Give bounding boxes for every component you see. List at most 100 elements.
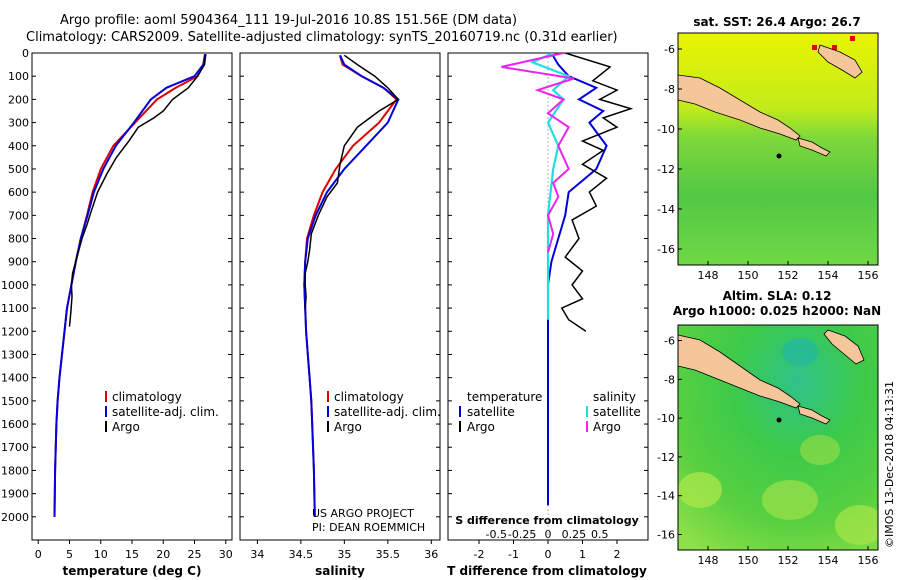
sla-high-patch [835,505,878,545]
t-argo-diff-line [560,53,634,332]
s-difference-label: S difference from climatology [455,514,639,527]
legend-title-temperature: temperature [467,390,542,404]
legend-label-argo: Argo [334,420,362,434]
difference-legend: temperature satellite Argo salinity sate… [459,390,641,434]
map-y-tick-label: -8 [664,83,675,96]
argo-float-marker [776,153,782,159]
sla-map-subtitle: Argo h1000: 0.025 h2000: NaN [673,304,881,318]
map-x-tick-label: 154 [818,554,839,567]
map-y-tick-label: -14 [657,203,675,216]
sst-hot-pixel [832,45,837,50]
x-tick-label: 34 [250,548,264,561]
legend-label-satellite: satellite-adj. clim. [334,405,441,419]
salinity-argo-line [304,54,400,309]
map-x-tick-label: 148 [698,269,719,282]
islands-chain [797,137,831,157]
map-y-tick-label: -8 [664,373,675,386]
map-x-tick-label: 152 [778,269,799,282]
depth-tick-label: 500 [8,163,29,176]
sst-hot-pixel [850,36,855,41]
legend-label-satellite: satellite-adj. clim. [112,405,219,419]
depth-tick-label: 600 [8,186,29,199]
s-tick-label: -0.5 [486,528,507,541]
sla-low-patch [782,338,818,366]
map-x-tick-label: 150 [738,269,759,282]
sla-map-ticks: 148 150 152 154 156 -6 -8 -10 -12 -14 -16 [657,335,878,567]
difference-x-ticks: -2 -1 0 1 2 [474,540,620,561]
legend-swatch-t-argo [459,421,461,432]
temperature-plot-frame [31,52,233,541]
sst-map-frame [677,32,879,266]
sla-map [678,325,878,550]
legend-swatch-argo [327,421,329,432]
temperature-legend: climatology satellite-adj. clim. Argo [105,390,219,434]
x-tick-label: 30 [219,548,233,561]
map-y-tick-label: -12 [657,451,675,464]
s-tick-label: -0.25 [508,528,536,541]
sla-map-title: Altim. SLA: 0.12 [723,289,832,303]
islands-chain [797,405,831,425]
depth-tick-label: 400 [8,140,29,153]
map-y-tick-label: -6 [664,335,675,348]
legend-swatch-climatology [327,391,329,402]
s-tick-label: 0.25 [562,528,587,541]
legend-label-t-satellite: satellite [467,405,515,419]
x-tick-label: 5 [66,548,73,561]
x-tick-label: 15 [125,548,139,561]
salinity-x-label: salinity [315,564,365,578]
temperature-x-ticks: 0 5 10 15 20 25 30 [35,540,233,561]
figure-title: Argo profile: aoml 5904364_111 19-Jul-20… [60,13,517,28]
x-tick-label: 10 [94,548,108,561]
x-tick-label: 35 [337,548,351,561]
legend-swatch-satellite [327,406,329,417]
depth-tick-label: 900 [8,256,29,269]
difference-s-ticks: -0.5 -0.25 0 0.25 0.5 [486,528,609,541]
legend-swatch-climatology [105,391,107,402]
x-tick-label: 34.5 [289,548,314,561]
depth-tick-label: 1700 [1,441,29,454]
depth-tick-label: 1300 [1,348,29,361]
temperature-argo-line [68,54,207,327]
sla-map-frame [677,324,879,551]
x-tick-label: 25 [188,548,202,561]
imos-timestamp: ©IMOS 13-Dec-2018 04:13:31 [883,381,896,548]
sla-high-patch [762,480,818,520]
legend-label-climatology: climatology [112,390,182,404]
salinity-x-ticks: 34 34.5 35 35.5 36 [250,540,438,561]
map-y-tick-label: -10 [657,123,675,136]
x-tick-label: -1 [508,548,519,561]
temperature-x-label: temperature (deg C) [63,564,202,578]
depth-tick-label: 2000 [1,511,29,524]
x-tick-label: 1 [579,548,586,561]
legend-swatch-satellite [105,406,107,417]
map-y-tick-label: -16 [657,528,675,541]
argo-float-marker [776,417,782,423]
depth-tick-label: 1200 [1,325,29,338]
legend-swatch-s-argo [586,421,588,432]
temperature-satellite-line [53,54,207,517]
map-x-tick-label: 156 [858,554,879,567]
s-tick-label: 0.5 [591,528,609,541]
x-tick-label: 0 [35,548,42,561]
map-y-tick-label: -10 [657,412,675,425]
x-tick-label: 0 [545,548,552,561]
salinity-satellite-line [303,54,400,517]
pi-credit: PI: DEAN ROEMMICH [312,521,425,534]
new-britain-land [823,329,865,365]
legend-label-climatology: climatology [334,390,404,404]
legend-swatch-s-satellite [586,406,588,417]
new-britain-land [817,44,863,79]
project-credit: US ARGO PROJECT [312,507,414,520]
sla-high-patch [800,435,840,465]
x-tick-label: -2 [474,548,485,561]
depth-tick-label: 1800 [1,464,29,477]
figure-subtitle: Climatology: CARS2009. Satellite-adjuste… [26,30,618,45]
sst-map [678,33,878,265]
depth-tick-label: 700 [8,209,29,222]
legend-label-s-argo: Argo [593,420,621,434]
depth-tick-label: 200 [8,93,29,106]
x-tick-label: 36 [424,548,438,561]
map-y-tick-label: -6 [664,43,675,56]
depth-tick-label: 1100 [1,302,29,315]
